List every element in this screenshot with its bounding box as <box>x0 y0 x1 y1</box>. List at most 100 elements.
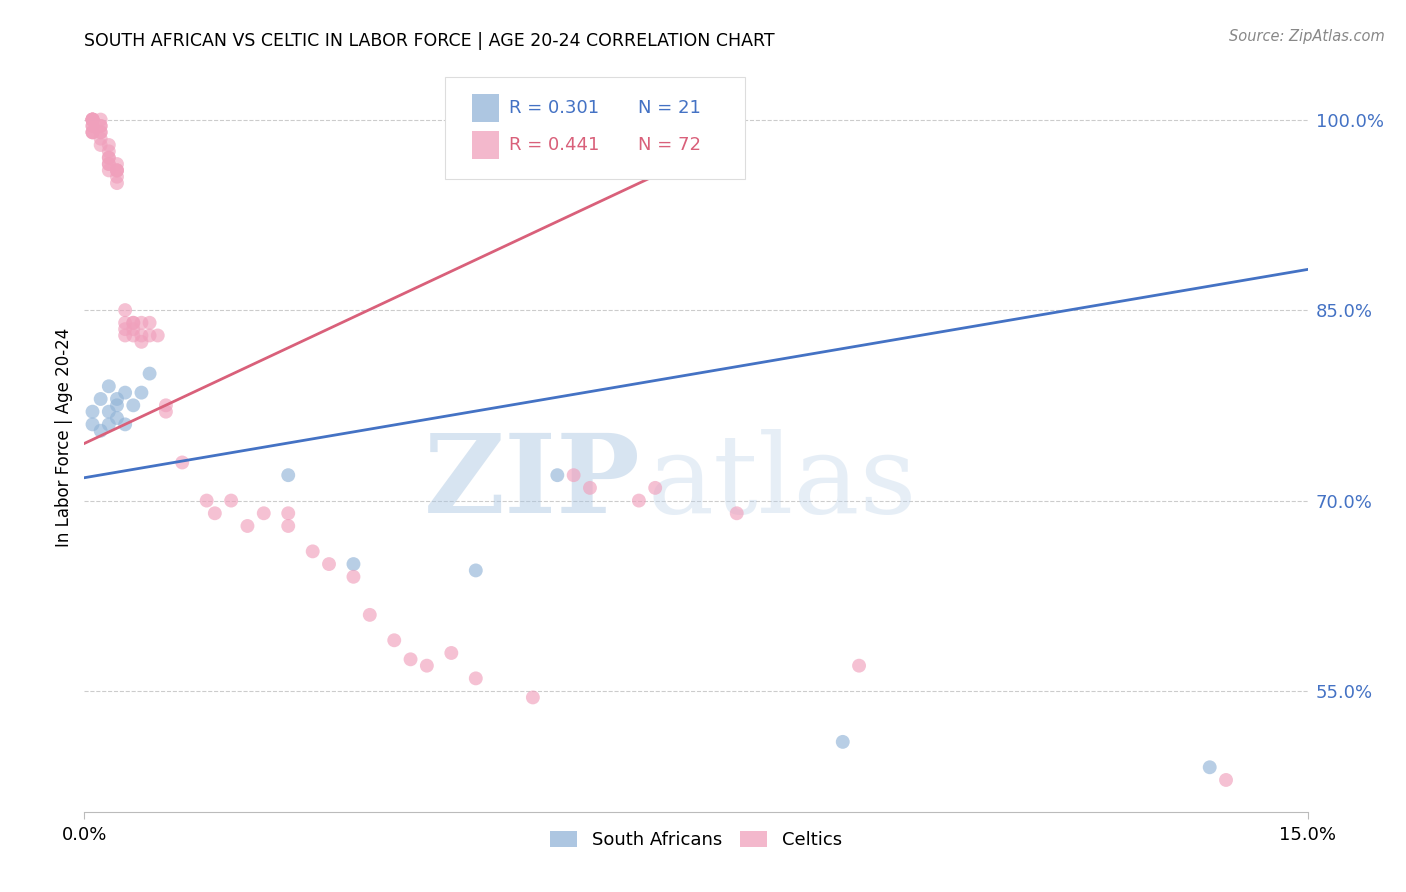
Text: N = 72: N = 72 <box>638 136 702 153</box>
Point <box>195 493 218 508</box>
Point <box>172 455 194 469</box>
Point <box>359 607 381 622</box>
Point <box>82 125 104 139</box>
Point <box>114 303 136 318</box>
Point <box>522 690 544 705</box>
Point <box>277 468 299 483</box>
Point <box>82 125 104 139</box>
FancyBboxPatch shape <box>472 130 499 159</box>
Point <box>831 735 853 749</box>
Point <box>105 163 128 178</box>
Point <box>82 119 104 133</box>
Point <box>1198 760 1220 774</box>
Point <box>90 424 112 438</box>
Point <box>546 468 568 483</box>
Point <box>82 119 104 133</box>
Point <box>399 652 422 666</box>
Point <box>122 398 145 412</box>
Point <box>382 633 405 648</box>
FancyBboxPatch shape <box>446 78 745 178</box>
Point <box>627 493 650 508</box>
Point <box>105 411 128 425</box>
Point <box>97 379 120 393</box>
Point <box>105 163 128 178</box>
Point <box>277 506 299 520</box>
Point <box>82 405 104 419</box>
Point <box>138 328 160 343</box>
Text: SOUTH AFRICAN VS CELTIC IN LABOR FORCE | AGE 20-24 CORRELATION CHART: SOUTH AFRICAN VS CELTIC IN LABOR FORCE |… <box>84 32 775 50</box>
Point <box>114 417 136 432</box>
Point <box>105 169 128 184</box>
Point <box>122 316 145 330</box>
Point <box>138 316 160 330</box>
Point <box>146 328 169 343</box>
Point <box>82 125 104 139</box>
Point <box>97 151 120 165</box>
Point <box>114 328 136 343</box>
Text: N = 21: N = 21 <box>638 99 702 117</box>
Point <box>105 157 128 171</box>
Point <box>301 544 323 558</box>
Point <box>848 658 870 673</box>
Text: R = 0.441: R = 0.441 <box>509 136 599 153</box>
Point <box>82 112 104 127</box>
Point <box>277 519 299 533</box>
Text: Source: ZipAtlas.com: Source: ZipAtlas.com <box>1229 29 1385 44</box>
Point <box>97 138 120 153</box>
Point <box>90 112 112 127</box>
Point <box>82 112 104 127</box>
Point <box>90 119 112 133</box>
Point <box>97 151 120 165</box>
Point <box>131 334 153 349</box>
Point <box>97 163 120 178</box>
Point <box>464 672 486 686</box>
Point <box>90 119 112 133</box>
Point <box>105 176 128 190</box>
Point <box>138 367 160 381</box>
Point <box>97 157 120 171</box>
Point <box>105 392 128 406</box>
Point <box>562 468 585 483</box>
Point <box>114 316 136 330</box>
Point <box>114 385 136 400</box>
Point <box>342 557 364 571</box>
Point <box>644 481 666 495</box>
Point <box>90 125 112 139</box>
Point <box>342 570 364 584</box>
Point <box>82 112 104 127</box>
Point <box>90 131 112 145</box>
Legend: South Africans, Celtics: South Africans, Celtics <box>543 824 849 856</box>
Point <box>155 405 177 419</box>
Point <box>416 658 439 673</box>
Point <box>122 316 145 330</box>
Point <box>114 322 136 336</box>
Point <box>131 385 153 400</box>
Point <box>97 417 120 432</box>
Point <box>122 322 145 336</box>
Text: ZIP: ZIP <box>425 428 641 535</box>
Point <box>464 563 486 577</box>
Text: R = 0.301: R = 0.301 <box>509 99 599 117</box>
Point <box>82 112 104 127</box>
Point <box>579 481 602 495</box>
FancyBboxPatch shape <box>472 94 499 122</box>
Point <box>97 157 120 171</box>
Point <box>97 145 120 159</box>
Point <box>105 398 128 412</box>
Y-axis label: In Labor Force | Age 20-24: In Labor Force | Age 20-24 <box>55 327 73 547</box>
Point <box>122 328 145 343</box>
Point <box>90 392 112 406</box>
Point <box>90 125 112 139</box>
Point <box>82 112 104 127</box>
Point <box>105 163 128 178</box>
Point <box>253 506 276 520</box>
Text: atlas: atlas <box>647 428 917 535</box>
Point <box>155 398 177 412</box>
Point <box>82 417 104 432</box>
Point <box>1215 772 1237 787</box>
Point <box>90 138 112 153</box>
Point <box>219 493 242 508</box>
Point <box>440 646 463 660</box>
Point <box>97 405 120 419</box>
Point <box>725 506 748 520</box>
